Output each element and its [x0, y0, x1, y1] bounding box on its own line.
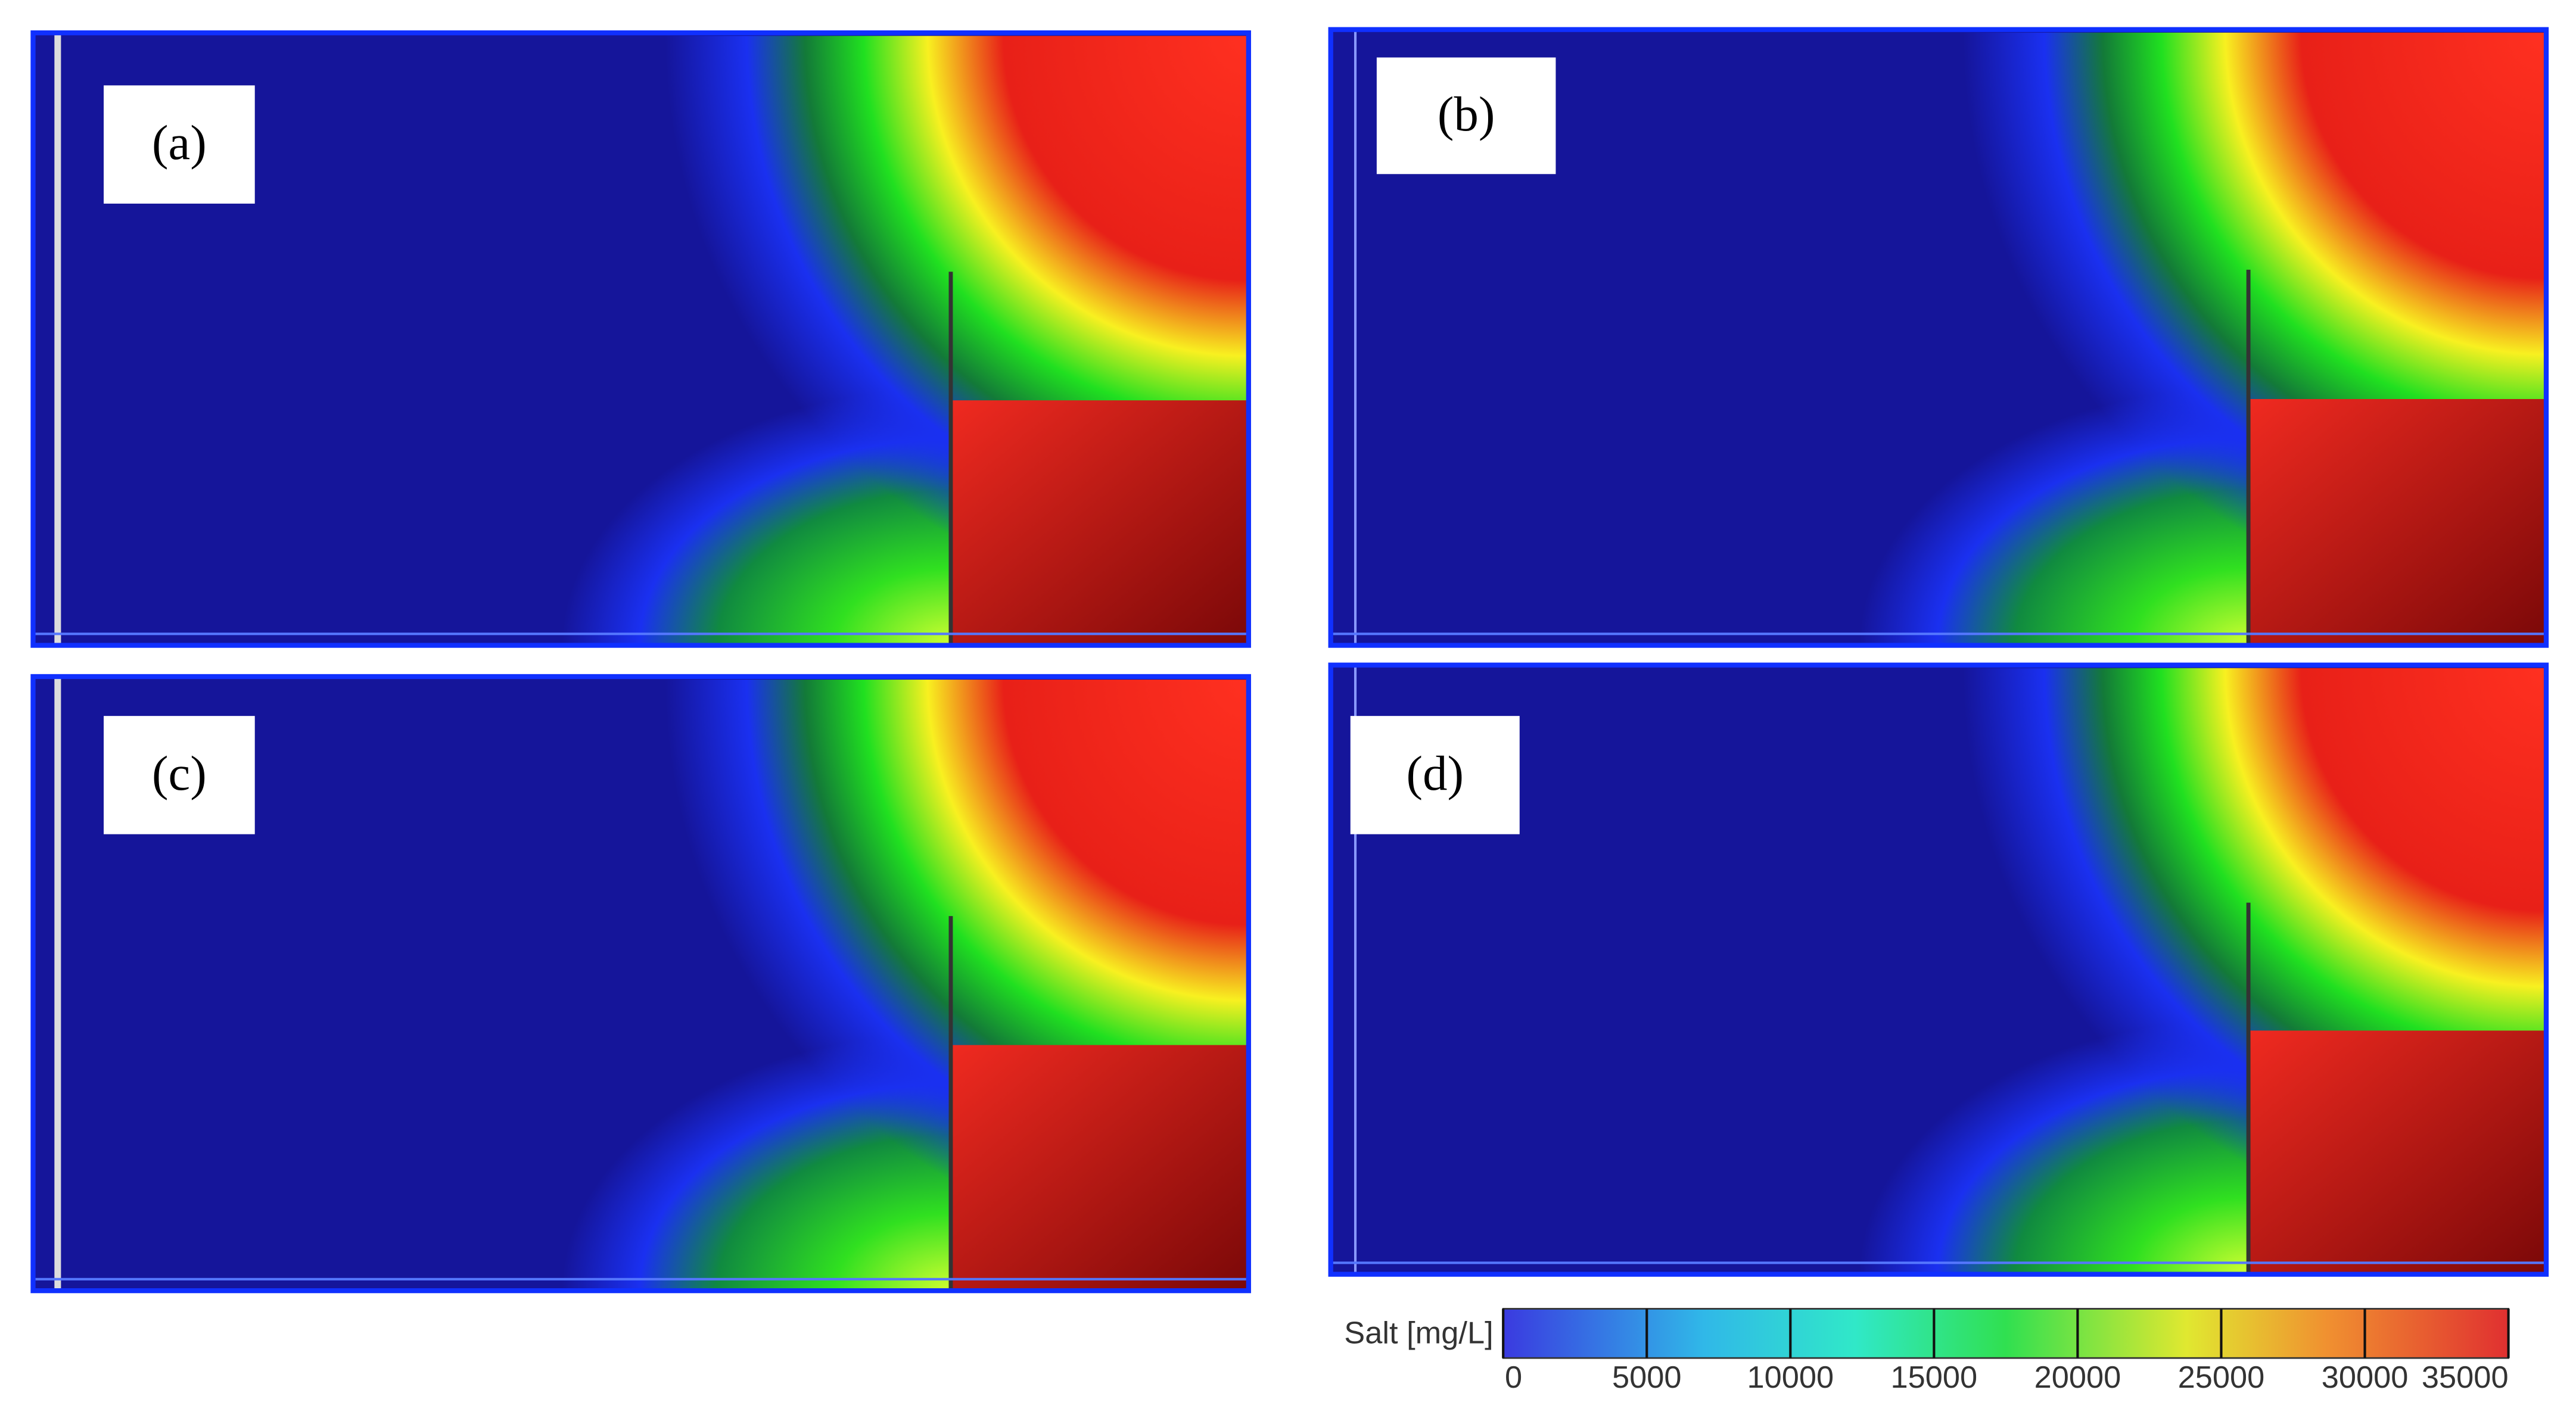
colorbar-tick-label: 35000: [2422, 1360, 2509, 1395]
panel-label: (d): [1407, 746, 1464, 800]
saline-zone: [950, 1045, 1249, 1291]
colorbar-tick-label: 25000: [2178, 1360, 2265, 1395]
colorbar-tick-label: 15000: [1891, 1360, 1978, 1395]
concentration-field: [1330, 29, 2547, 646]
label-box: [104, 85, 255, 204]
panel: (a): [30, 30, 1251, 648]
colorbar-tick-label: 0: [1505, 1360, 1522, 1395]
panels: (a) (b) (c) (d): [30, 27, 2549, 1294]
colorbar-scale: [1502, 1308, 2509, 1359]
panel-label: (b): [1438, 86, 1495, 141]
colorbar-label: Salt [mg/L]: [1344, 1316, 1493, 1350]
colorbar-tick-label: 5000: [1612, 1360, 1682, 1395]
panel-border: [30, 30, 1251, 648]
panel: (d): [1328, 662, 2549, 1277]
colorbar-tick-label: 20000: [2034, 1360, 2121, 1395]
panel-border: [1328, 662, 2549, 1277]
panel-label: (a): [152, 115, 207, 170]
concentration-field: [33, 33, 1249, 646]
label-box: [104, 716, 255, 834]
saline-zone: [2248, 1030, 2547, 1275]
panel-border: [30, 674, 1251, 1294]
colorbar-tick-label: 30000: [2322, 1360, 2409, 1395]
panel: (c): [30, 674, 1251, 1294]
colorbar-tick-label: 10000: [1747, 1360, 1834, 1395]
colorbar: Salt [mg/L] 0 5000 10000 15000 20000 25000 300…: [1344, 1308, 2510, 1395]
panel: (b): [1328, 27, 2549, 648]
saline-zone: [2248, 398, 2547, 646]
concentration-field: [1330, 665, 2547, 1275]
label-box: [1376, 57, 1556, 175]
panel-border: [1328, 27, 2549, 648]
panel-label: (c): [152, 746, 207, 800]
saline-zone: [950, 400, 1249, 646]
label-box: [1350, 716, 1520, 834]
